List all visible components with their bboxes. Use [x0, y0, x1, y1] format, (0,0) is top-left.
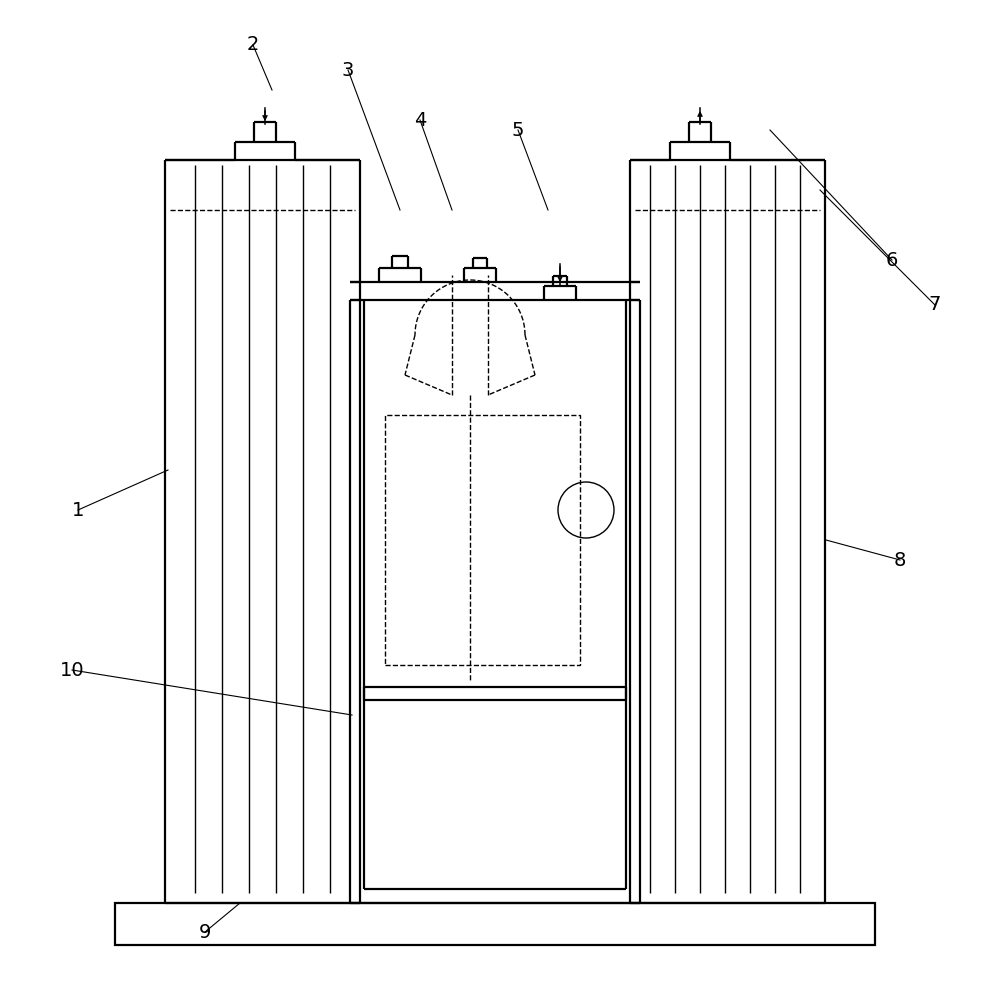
Bar [115, 903, 875, 945]
Text: 3: 3 [342, 60, 354, 80]
Text: 1: 1 [72, 500, 84, 520]
Text: 5: 5 [512, 120, 525, 139]
Text: 10: 10 [59, 660, 84, 680]
Text: 2: 2 [247, 35, 259, 54]
Text: 4: 4 [414, 110, 426, 129]
Text: 8: 8 [894, 550, 906, 570]
Text: 9: 9 [199, 922, 211, 942]
Text: 7: 7 [929, 296, 941, 314]
Text: 6: 6 [886, 250, 898, 269]
Bar [385, 415, 580, 665]
